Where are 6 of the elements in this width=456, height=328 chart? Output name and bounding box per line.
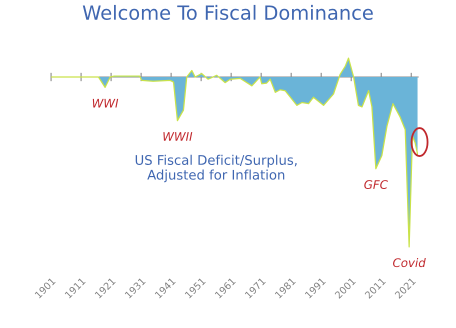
chart-title: Welcome To Fiscal Dominance: [82, 4, 373, 20]
annotation: GFC: [364, 180, 388, 189]
annotation: US Fiscal Deficit/Surplus, Adjusted for Inflation: [136, 154, 297, 182]
annotation: WWI: [92, 98, 118, 108]
annotation: WWII: [163, 132, 192, 141]
annotation: Covid: [393, 258, 426, 268]
